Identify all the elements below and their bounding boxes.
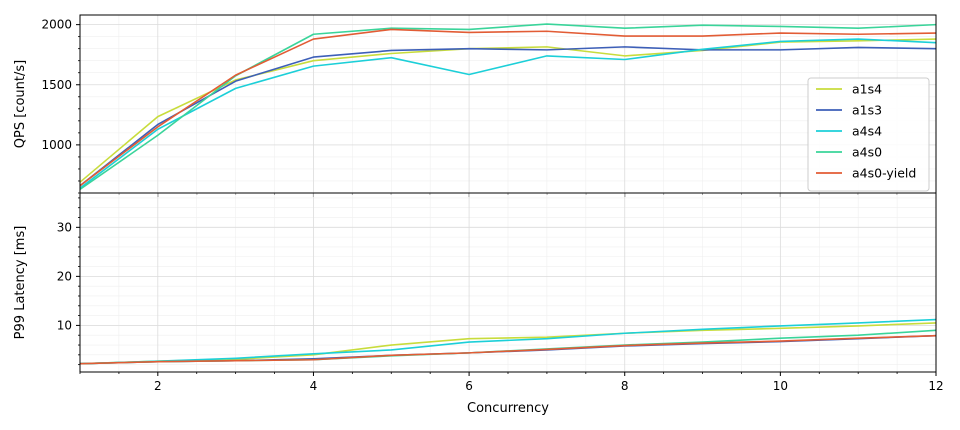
x-axis: 2 4 6 8 10 12 xyxy=(79,372,944,393)
y-axis-label: P99 Latency [ms] xyxy=(13,226,28,340)
x-tick-label: 10 xyxy=(773,379,788,393)
legend-item: a1s3 xyxy=(816,103,882,118)
series-lines xyxy=(79,318,937,365)
series-line-a1s4 xyxy=(79,322,937,365)
y-tick-label: 20 xyxy=(57,269,72,283)
y-tick-label: 1500 xyxy=(41,78,72,92)
series-line-a4s0-yield xyxy=(79,334,937,365)
x-tick-label: 4 xyxy=(310,379,318,393)
legend-label: a1s4 xyxy=(852,82,882,97)
x-axis-label: Concurrency xyxy=(467,401,549,416)
legend-item: a4s4 xyxy=(816,124,882,139)
y-axis: 10 20 30 xyxy=(57,197,80,366)
y-axis-label: QPS [count/s] xyxy=(13,60,28,148)
legend-label: a4s0 xyxy=(852,145,882,160)
grid xyxy=(79,193,937,372)
y-axis: 1000 1500 2000 xyxy=(41,18,80,194)
x-tick-label: 6 xyxy=(465,379,473,393)
series-line-a4s4 xyxy=(79,38,937,189)
x-tick-label: 8 xyxy=(621,379,629,393)
legend: a1s4 a1s3 a4s4 a4s0 a4s0-yield xyxy=(807,77,930,192)
y-tick-label: 2000 xyxy=(41,18,72,32)
legend-label: a4s0-yield xyxy=(852,166,916,181)
series-lines xyxy=(79,23,937,191)
legend-item: a4s0-yield xyxy=(816,166,916,181)
latency-panel: 10 20 30 2 4 6 8 10 12 P99 Latency [ms] Concurrenc… xyxy=(13,192,944,416)
series-line-a4s0-yield xyxy=(79,28,937,187)
legend-box xyxy=(807,77,930,192)
legend-item: a1s4 xyxy=(816,82,882,97)
legend-label: a1s3 xyxy=(852,103,882,118)
y-tick-label: 10 xyxy=(57,318,72,332)
x-tick-label: 2 xyxy=(154,379,162,393)
y-tick-label: 30 xyxy=(57,220,72,234)
legend-item: a4s0 xyxy=(816,145,882,160)
qps-panel: 1000 1500 2000 QPS [count/s] xyxy=(13,14,937,197)
y-tick-label: 1000 xyxy=(41,138,72,152)
series-line-a4s0 xyxy=(79,23,937,191)
x-tick-label: 12 xyxy=(928,379,943,393)
legend-label: a4s4 xyxy=(852,124,882,139)
series-line-a4s4 xyxy=(79,318,937,365)
series-line-a1s3 xyxy=(79,46,937,187)
